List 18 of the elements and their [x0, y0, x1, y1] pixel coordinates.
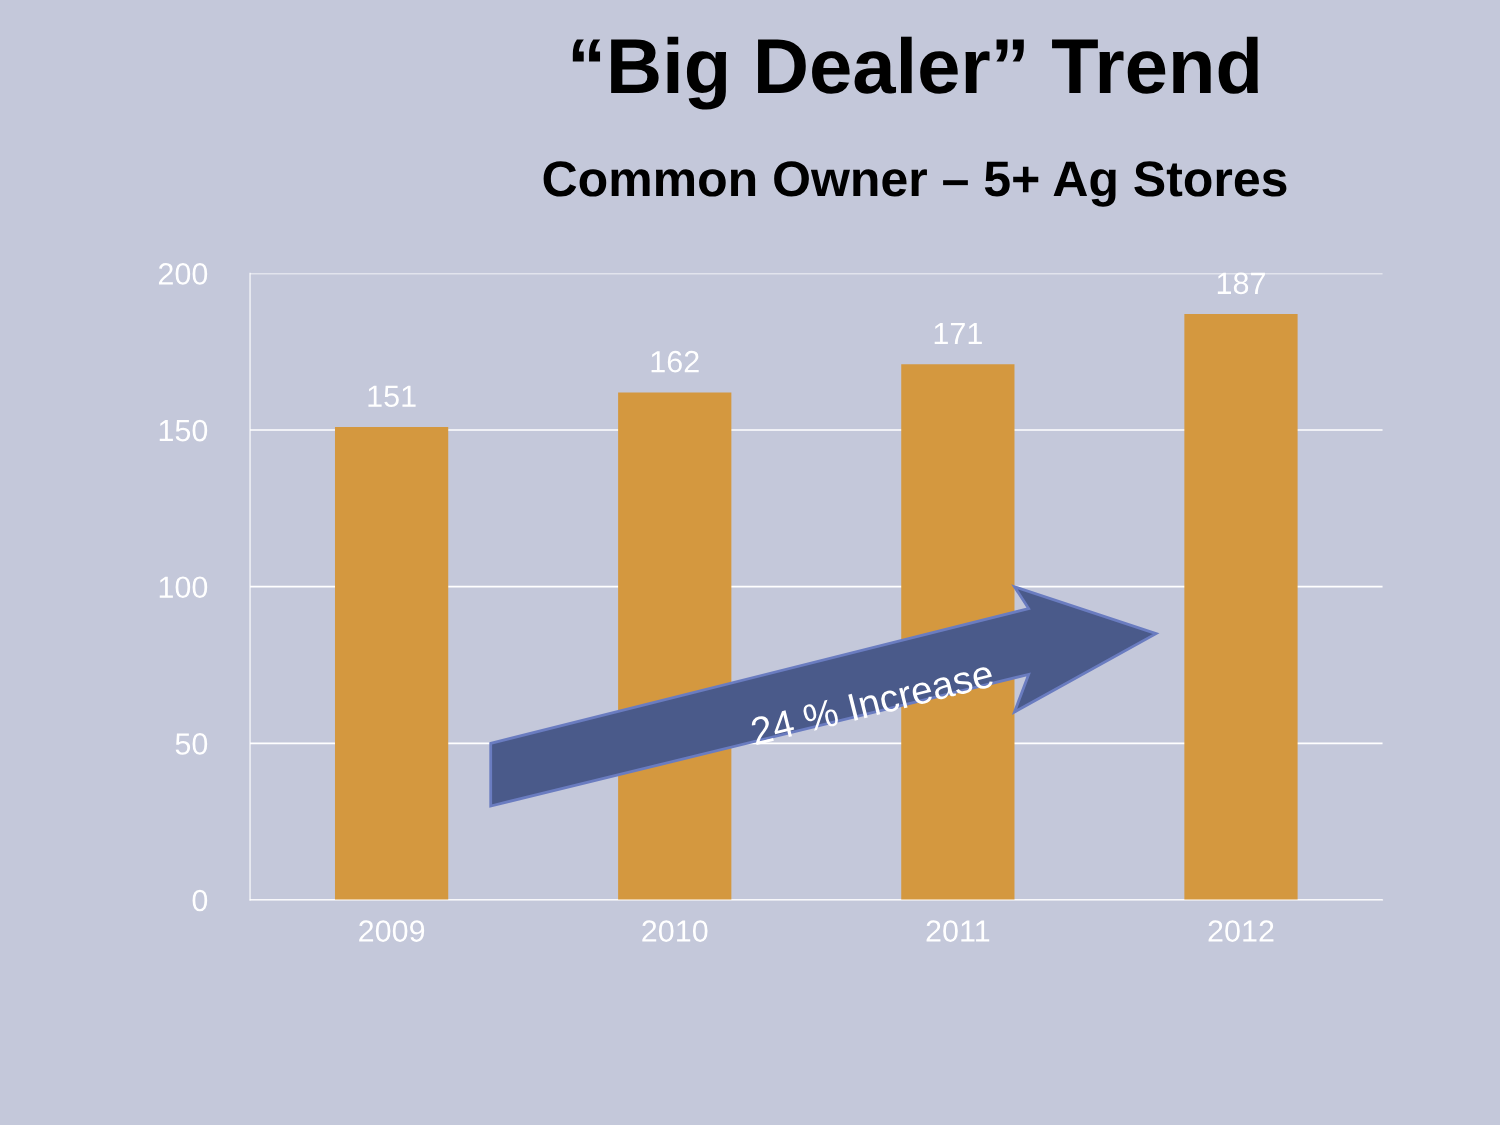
y-tick-label: 150 [159, 419, 208, 442]
annotation: 24 % Increase [750, 659, 995, 746]
y-tick-label: 0 [192, 889, 208, 912]
chart-subtitle: Common Owner – 5+ Ag Stores [543, 161, 1287, 207]
y-tick-label: 50 [175, 733, 208, 755]
data-label: 187 [1217, 272, 1265, 295]
chart-title: “Big Dealer” Trend [572, 36, 1258, 110]
y-tick-label: 100 [159, 576, 208, 599]
bar [334, 426, 449, 900]
data-label: 162 [651, 350, 699, 373]
y-tick-label: 200 [158, 263, 208, 285]
x-tick-label: 2009 [359, 920, 425, 942]
data-label: 171 [934, 322, 982, 345]
x-tick-label: 2011 [926, 920, 990, 942]
data-label: 151 [368, 385, 416, 407]
x-tick-label: 2012 [1208, 920, 1274, 942]
x-tick-label: 2010 [642, 920, 708, 942]
bar [1184, 314, 1298, 900]
